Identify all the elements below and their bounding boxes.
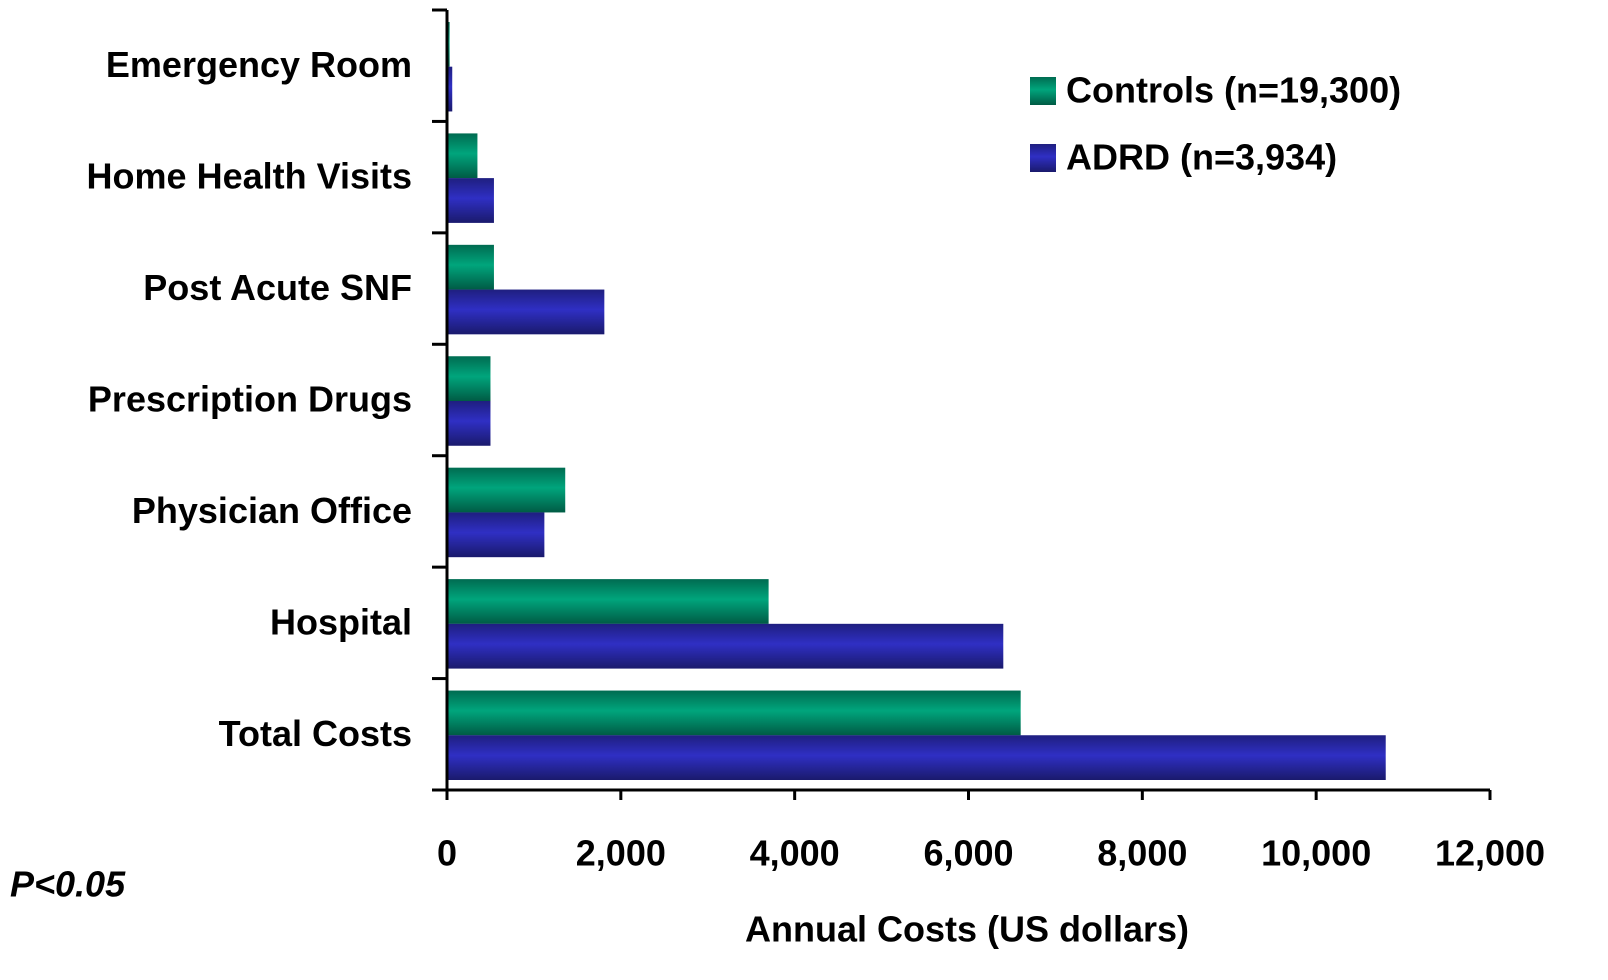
legend-swatch-shade (1030, 144, 1056, 172)
y-tick-label: Prescription Drugs (88, 379, 412, 420)
bar-shade (447, 623, 1004, 669)
y-tick-label: Total Costs (219, 713, 412, 754)
bar-shade (447, 467, 566, 513)
bar-shade (447, 178, 494, 223)
x-tick-label: 0 (437, 833, 457, 874)
x-tick-label: 10,000 (1261, 833, 1371, 874)
x-tick-label: 6,000 (923, 833, 1013, 874)
x-tick-label: 4,000 (750, 833, 840, 874)
bar-shade (447, 690, 1021, 736)
bar-shade (447, 401, 491, 446)
legend-swatch-shade (1030, 77, 1056, 105)
bar-shade (447, 512, 545, 558)
bar-shade (447, 579, 769, 624)
legend-label: Controls (n=19,300) (1066, 70, 1401, 111)
annotation: P<0.05 (10, 864, 126, 905)
x-axis-title: Annual Costs (US dollars) (745, 909, 1189, 950)
x-tick-label: 8,000 (1097, 833, 1187, 874)
y-tick-label: Emergency Room (106, 44, 412, 85)
x-tick-label: 12,000 (1435, 833, 1545, 874)
bar-shade (447, 66, 453, 112)
y-tick-label: Physician Office (132, 490, 412, 531)
bar-shade (447, 244, 494, 290)
bar-shade (447, 133, 478, 179)
y-tick-label: Hospital (270, 601, 412, 642)
x-tick-label: 2,000 (576, 833, 666, 874)
bar-shade (447, 735, 1386, 780)
y-tick-label: Post Acute SNF (143, 267, 412, 308)
y-tick-label: Home Health Visits (87, 156, 412, 197)
bar-shade (447, 356, 491, 401)
legend-label: ADRD (n=3,934) (1066, 137, 1337, 178)
bar-shade (447, 289, 605, 335)
